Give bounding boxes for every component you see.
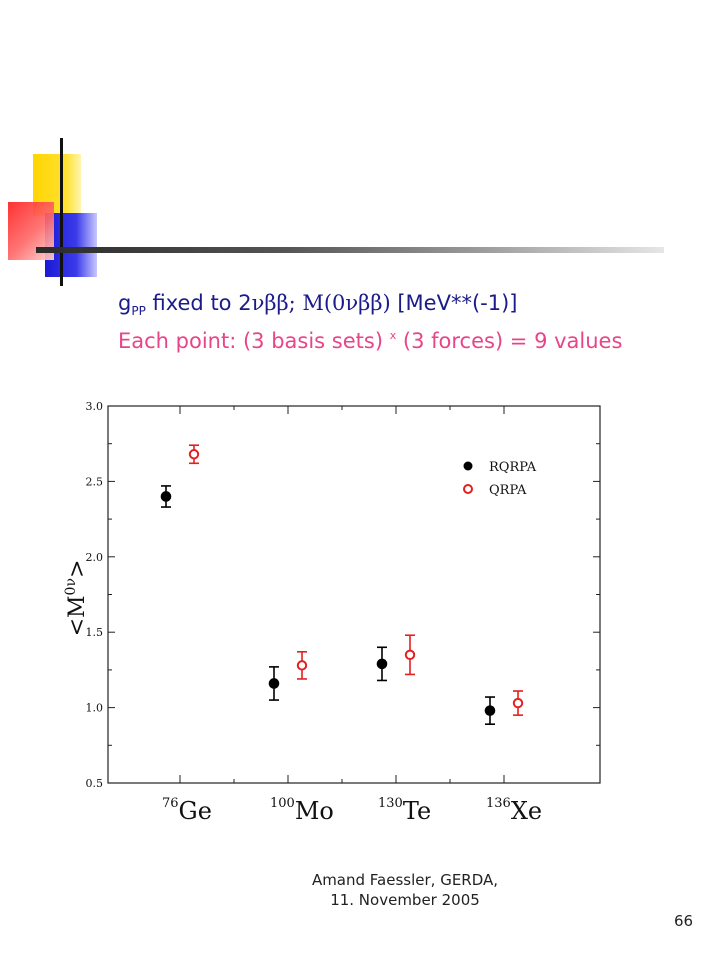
y-tick-label: 1.5 xyxy=(86,626,104,639)
y-axis: 0.5 1.0 1.5 2.0 2.5 3.0 xyxy=(86,400,600,790)
rqrpa-point xyxy=(376,658,388,670)
y-tick-label: 0.5 xyxy=(86,777,104,790)
legend-label: QRPA xyxy=(489,483,527,498)
rqrpa-point xyxy=(268,678,280,689)
legend-label: RQRPA xyxy=(489,460,537,475)
gpp-greek: νββ; M(0νββ) xyxy=(251,291,391,315)
legend: RQRPA QRPA xyxy=(463,460,537,498)
decor-vertical-line xyxy=(60,138,63,286)
legend-marker-qrpa xyxy=(463,484,473,494)
y-axis-label: <M0ν> xyxy=(63,560,90,637)
chart: 0.5 1.0 1.5 2.0 2.5 3.0 76Ge 100Mo 130Te 136Xe <… xyxy=(63,400,601,825)
points-text-a: Each point: (3 basis sets) xyxy=(118,329,390,353)
points-text-b: (3 forces) = 9 values xyxy=(396,329,623,353)
qrpa-point xyxy=(296,660,308,671)
gpp-g: g xyxy=(118,291,132,315)
page-number: 66 xyxy=(674,912,694,930)
y-tick-label: 1.0 xyxy=(86,702,104,715)
legend-marker-rqrpa xyxy=(463,461,473,471)
gpp-units: [MeV**(-1)] xyxy=(390,291,518,315)
gpp-subscript: PP xyxy=(131,304,146,318)
data-points xyxy=(160,444,524,725)
subtitle-points: Each point: (3 basis sets) x (3 forces) … xyxy=(118,329,622,353)
qrpa-point xyxy=(404,649,416,661)
qrpa-point xyxy=(188,449,200,460)
x-axis: 76Ge 100Mo 130Te 136Xe xyxy=(162,406,542,825)
x-category-label: 100Mo xyxy=(270,796,334,825)
footer-credit: Amand Faessler, GERDA, 11. November 2005 xyxy=(311,871,499,909)
y-tick-label: 2.5 xyxy=(86,475,104,488)
x-category-label: 136Xe xyxy=(486,796,542,825)
x-category-label: 130Te xyxy=(378,796,431,825)
points-sup: x xyxy=(389,329,397,342)
rqrpa-point xyxy=(484,705,496,716)
subtitle-gpp: gPP fixed to 2νββ; M(0νββ) [MeV**(-1)] xyxy=(118,291,518,318)
gpp-text: fixed to 2 xyxy=(145,291,252,315)
rqrpa-point xyxy=(160,491,172,502)
decor-horizontal-rule xyxy=(36,247,664,253)
x-category-label: 76Ge xyxy=(162,796,212,825)
qrpa-point xyxy=(512,697,524,709)
y-tick-label: 2.0 xyxy=(86,551,104,564)
y-tick-label: 3.0 xyxy=(86,400,104,413)
